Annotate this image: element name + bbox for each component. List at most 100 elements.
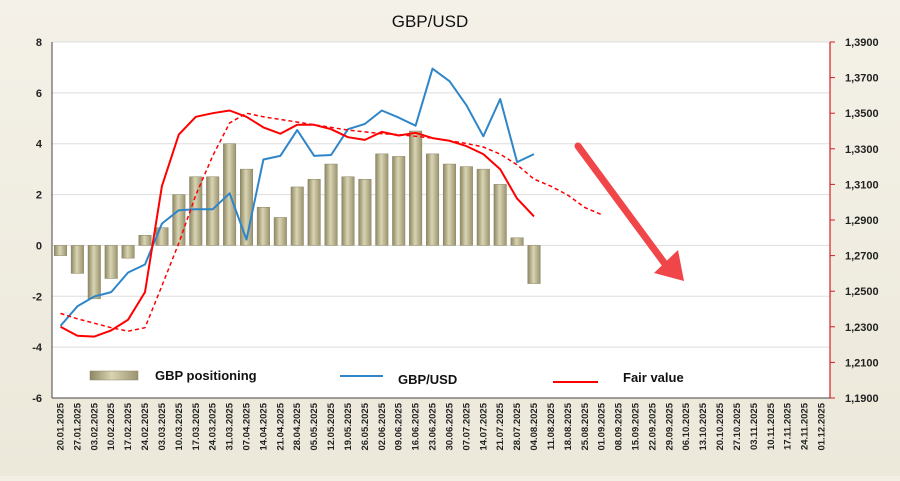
x-tick-label: 06.10.2025 [681, 402, 692, 450]
x-tick-label: 22.09.2025 [647, 402, 658, 450]
x-tick-label: 19.05.2025 [343, 402, 354, 450]
positioning-bar [104, 245, 118, 279]
positioning-bar [307, 179, 321, 246]
x-tick-label: 02.06.2025 [377, 402, 388, 450]
x-tick-label: 17.02.2025 [123, 402, 134, 450]
price-lines [59, 67, 602, 338]
x-tick-label: 28.07.2025 [512, 402, 523, 450]
positioning-bar [138, 235, 152, 246]
x-tick-label: 11.08.2025 [546, 402, 557, 450]
x-tick-label: 15.09.2025 [631, 402, 642, 450]
left-tick-label: -6 [32, 393, 42, 405]
fair-value-trend-line [60, 112, 602, 332]
right-tick-label: 1,2700 [845, 251, 879, 263]
positioning-bar [392, 156, 406, 246]
x-tick-label: 10.11.2025 [766, 402, 777, 450]
positioning-bar [273, 217, 287, 246]
x-tick-label: 20.10.2025 [715, 402, 726, 450]
x-tick-label: 24.02.2025 [140, 402, 151, 450]
right-axis: 1,1900 1,2100 1,2300 1,2500 1,2700 1,2900 1,31… [829, 37, 879, 405]
right-tick-label: 1,2300 [845, 322, 879, 334]
trend-arrow-shaft [574, 142, 672, 272]
x-tick-label: 09.06.2025 [394, 402, 405, 450]
chart-title: GBP/USD [392, 12, 469, 31]
x-tick-label: 04.08.2025 [529, 402, 540, 450]
x-axis: 20.01.2025 27.01.2025 03.02.2025 10.02.2025… [52, 397, 830, 451]
x-tick-label: 14.07.2025 [478, 402, 489, 450]
x-tick-label: 24.11.2025 [800, 402, 811, 450]
positioning-bar [87, 245, 101, 300]
left-tick-label: -2 [32, 291, 42, 303]
x-tick-label: 27.10.2025 [732, 402, 743, 450]
right-tick-label: 1,3100 [845, 179, 879, 191]
x-tick-label: 03.02.2025 [89, 402, 100, 450]
fair-value-line [60, 109, 535, 338]
x-tick-label: 21.07.2025 [495, 402, 506, 450]
legend: GBP positioning GBP/USD Fair value [89, 368, 684, 387]
positioning-bar [409, 130, 423, 246]
positioning-bar [493, 184, 507, 246]
positioning-bar [121, 245, 135, 259]
x-tick-label: 10.03.2025 [174, 402, 185, 450]
x-tick-label: 12.05.2025 [326, 402, 337, 450]
x-tick-label: 03.11.2025 [749, 402, 760, 450]
x-tick-label: 25.08.2025 [580, 402, 591, 450]
positioning-bar [442, 163, 456, 246]
x-tick-label: 27.01.2025 [72, 402, 83, 450]
right-tick-label: 1,2900 [845, 215, 879, 227]
x-tick-label: 28.04.2025 [292, 402, 303, 450]
legend-swatch-positioning [89, 370, 139, 381]
positioning-bar [527, 245, 541, 284]
x-tick-label: 21.04.2025 [275, 402, 286, 450]
right-tick-label: 1,1900 [845, 393, 879, 405]
x-tick-label: 10.02.2025 [106, 402, 117, 450]
legend-label-fair-value: Fair value [623, 370, 684, 385]
positioning-bar [341, 176, 355, 246]
x-tick-label: 07.07.2025 [461, 402, 472, 450]
left-tick-label: -4 [32, 342, 43, 354]
positioning-bar [324, 163, 338, 246]
x-tick-label: 14.04.2025 [258, 402, 269, 450]
right-tick-label: 1,3500 [845, 108, 879, 120]
positioning-bar [476, 168, 490, 246]
x-tick-label: 17.11.2025 [783, 402, 794, 450]
positioning-bar [239, 168, 254, 246]
x-tick-label: 18.08.2025 [563, 402, 574, 450]
right-tick-label: 1,3900 [845, 37, 879, 49]
positioning-bar [358, 179, 372, 246]
positioning-bar [510, 237, 524, 246]
positioning-bar [426, 153, 440, 246]
positioning-bars [53, 130, 541, 300]
trend-arrow-head [654, 250, 684, 281]
plot-area [52, 42, 830, 398]
left-tick-label: 0 [36, 240, 42, 252]
x-tick-label: 29.09.2025 [664, 402, 675, 450]
positioning-bar [53, 245, 67, 256]
x-tick-label: 23.06.2025 [428, 402, 439, 450]
right-tick-label: 1,2500 [845, 286, 879, 298]
left-tick-label: 6 [36, 88, 42, 100]
right-tick-label: 1,3700 [845, 73, 879, 85]
x-tick-label: 07.04.2025 [242, 402, 253, 450]
x-tick-label: 16.06.2025 [411, 402, 422, 450]
gbpusd-line [59, 67, 535, 327]
x-tick-label: 30.06.2025 [444, 402, 455, 450]
legend-label-positioning: GBP positioning [155, 368, 257, 383]
x-tick-label: 03.03.2025 [157, 402, 168, 450]
positioning-bar [172, 194, 186, 246]
x-tick-label: 31.03.2025 [225, 402, 236, 450]
left-tick-label: 4 [36, 139, 43, 151]
legend-label-gbpusd: GBP/USD [398, 372, 457, 387]
x-tick-label: 24.03.2025 [208, 402, 219, 450]
left-axis: -6 -4 -2 0 2 4 6 8 [32, 37, 53, 405]
right-tick-label: 1,3300 [845, 144, 879, 156]
x-tick-label: 08.09.2025 [614, 402, 625, 450]
positioning-bar [189, 176, 203, 246]
x-tick-label: 01.09.2025 [597, 402, 608, 450]
x-tick-label: 01.12.2025 [817, 402, 828, 450]
x-tick-label: 20.01.2025 [55, 402, 66, 450]
x-tick-label: 13.10.2025 [698, 402, 709, 450]
x-tick-label: 17.03.2025 [191, 402, 202, 450]
